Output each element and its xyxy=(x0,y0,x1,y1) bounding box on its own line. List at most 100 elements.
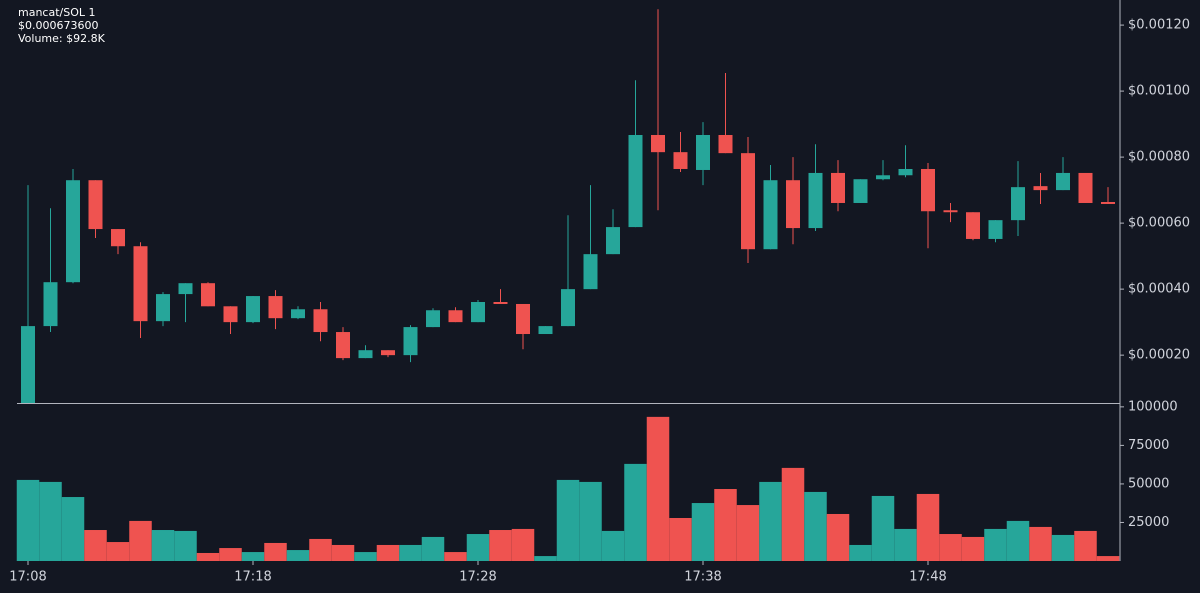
candle-body xyxy=(831,172,845,203)
volume-bar xyxy=(129,520,152,561)
candle-body xyxy=(763,180,778,250)
volume-bar xyxy=(894,528,917,561)
y-tick-label: $0.00020 xyxy=(1128,348,1190,363)
candle-body xyxy=(313,309,328,333)
candle-body xyxy=(471,302,485,323)
candle-body xyxy=(133,246,148,322)
pair-label: mancat/SOL 1 xyxy=(18,6,96,19)
candle-body xyxy=(43,282,58,327)
candle-body xyxy=(876,175,890,180)
candle-body xyxy=(606,227,620,255)
y-tick-label: 50000 xyxy=(1128,476,1169,491)
y-tick-label: $0.00060 xyxy=(1128,216,1190,231)
candle-body xyxy=(88,180,103,230)
volume-bar xyxy=(511,528,535,561)
candle-body xyxy=(943,210,958,213)
volume-label: Volume: $92.8K xyxy=(18,32,106,45)
volume-bar xyxy=(309,538,332,561)
candle-body xyxy=(628,134,643,228)
volume-bar xyxy=(714,489,737,561)
candle-body xyxy=(853,179,868,203)
candle-body xyxy=(966,212,980,239)
candle-body xyxy=(718,134,733,154)
volume-bar xyxy=(466,534,490,561)
volume-bar xyxy=(174,530,197,561)
candle-body xyxy=(358,350,373,359)
candle-body xyxy=(156,294,170,322)
volume-bar xyxy=(354,552,377,561)
x-tick-label: 17:28 xyxy=(459,570,496,585)
volume-bar xyxy=(331,544,355,561)
y-tick-label: $0.00100 xyxy=(1128,84,1190,99)
candle-body xyxy=(561,289,575,327)
volume-bar xyxy=(16,479,40,561)
volume-bar xyxy=(669,517,692,561)
volume-bar xyxy=(444,552,467,561)
candle-body xyxy=(1011,187,1025,221)
volume-bar xyxy=(1051,534,1075,561)
volume-bar xyxy=(1029,526,1052,561)
volume-bar xyxy=(601,530,625,561)
volume-bar xyxy=(871,495,895,561)
volume-bar xyxy=(624,463,647,561)
candle-body xyxy=(201,283,215,307)
candle-body xyxy=(66,180,80,283)
candle-body xyxy=(21,326,35,403)
volume-bar xyxy=(219,548,242,561)
volume-bar xyxy=(286,550,310,561)
volume-bar xyxy=(241,552,265,561)
volume-bar xyxy=(579,481,602,561)
candle-body xyxy=(246,296,260,323)
volume-bar xyxy=(691,503,715,561)
volume-bar xyxy=(826,513,850,561)
candle-body xyxy=(291,309,305,319)
candle-body xyxy=(538,326,553,335)
volume-bar xyxy=(646,416,670,561)
candle-body xyxy=(1101,201,1115,204)
candle-body xyxy=(516,303,530,335)
candle-body xyxy=(786,180,800,229)
candle-body xyxy=(268,296,283,319)
y-tick-label: 100000 xyxy=(1128,399,1178,414)
volume-bar xyxy=(849,544,872,561)
candle-body xyxy=(178,283,193,295)
volume-bar xyxy=(556,479,580,561)
x-tick-label: 17:48 xyxy=(909,570,946,585)
price-label: $0.000673600 xyxy=(18,19,98,32)
candle-body xyxy=(111,229,125,247)
volume-bar xyxy=(376,544,400,561)
volume-bar xyxy=(1074,530,1097,561)
candle-body xyxy=(493,302,508,304)
candle-body xyxy=(403,327,418,356)
x-tick-label: 17:38 xyxy=(684,570,721,585)
volume-bar xyxy=(1096,556,1120,561)
volume-bar xyxy=(781,467,805,561)
candle-body xyxy=(808,172,823,229)
candle-body xyxy=(223,306,238,323)
volume-bar xyxy=(39,481,62,561)
x-tick-label: 17:08 xyxy=(9,570,46,585)
volume-bar xyxy=(736,505,760,561)
candle-body xyxy=(448,310,463,323)
volume-bar xyxy=(939,534,962,561)
volume-bar xyxy=(489,530,512,561)
volume-bar xyxy=(1006,520,1030,561)
candle-body xyxy=(426,310,440,328)
volume-bar xyxy=(61,497,85,561)
candle-body xyxy=(381,350,395,356)
volume-bar xyxy=(534,556,557,561)
volume-bar xyxy=(196,552,220,561)
candle-body xyxy=(336,332,350,359)
y-tick-label: 75000 xyxy=(1128,438,1169,453)
volume-bar xyxy=(421,536,445,561)
volume-bar xyxy=(264,542,287,561)
candle-body xyxy=(651,134,665,153)
candle-body xyxy=(988,220,1003,239)
volume-bar xyxy=(151,530,175,561)
y-tick-label: $0.00040 xyxy=(1128,282,1190,297)
volume-bar xyxy=(84,530,107,561)
volume-bar xyxy=(916,493,940,561)
volume-bar xyxy=(961,536,985,561)
